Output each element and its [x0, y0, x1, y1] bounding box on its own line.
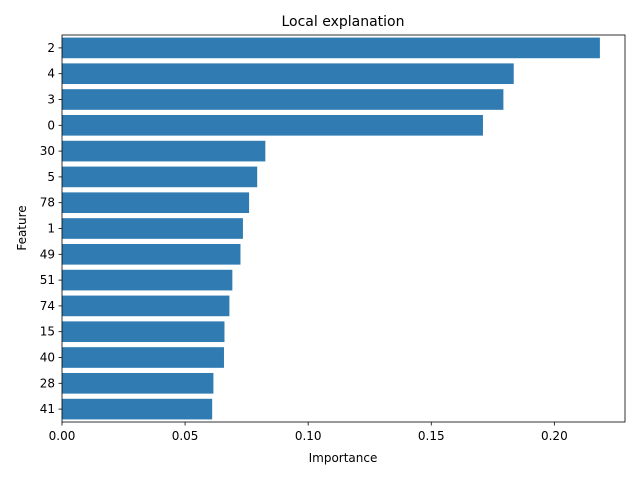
y-tick-label: 1 — [47, 222, 55, 236]
y-tick-label: 30 — [40, 144, 55, 158]
bar-feature-74 — [62, 295, 230, 317]
bar-feature-2 — [62, 37, 600, 59]
plot-frame — [61, 34, 626, 423]
bar-feature-41 — [62, 398, 213, 420]
y-tick-label: 40 — [40, 351, 55, 365]
bar-feature-15 — [62, 321, 225, 343]
bar-feature-51 — [62, 269, 233, 291]
y-axis-label: Feature — [15, 205, 29, 250]
y-tick-label: 2 — [47, 41, 55, 55]
y-tick-label: 49 — [40, 247, 55, 261]
y-tick-label: 78 — [40, 196, 55, 210]
x-tick-label: 0.05 — [172, 429, 199, 443]
x-tick-label: 0.10 — [295, 429, 322, 443]
x-axis-label: Importance — [309, 451, 378, 465]
bar-feature-4 — [62, 63, 514, 85]
bar-feature-1 — [62, 218, 243, 239]
y-tick-label: 41 — [40, 402, 55, 416]
chart-title: Local explanation — [281, 14, 404, 30]
bar-feature-3 — [62, 89, 504, 110]
bar-feature-78 — [62, 192, 250, 214]
bar-feature-5 — [62, 166, 258, 188]
y-tick-label: 15 — [40, 325, 55, 339]
bar-feature-0 — [62, 114, 483, 136]
x-ticks-group: 0.00 0.05 0.10 0.15 0.20 — [49, 422, 568, 443]
y-tick-label: 3 — [47, 93, 55, 107]
y-tick-label: 51 — [40, 273, 55, 287]
x-tick-label: 0.20 — [541, 429, 568, 443]
bar-feature-30 — [62, 140, 266, 162]
x-tick-label: 0.15 — [418, 429, 445, 443]
bar-feature-40 — [62, 347, 224, 368]
y-tick-label: 5 — [47, 170, 55, 184]
y-tick-label: 0 — [47, 118, 55, 132]
y-tick-label: 28 — [40, 376, 55, 390]
bar-feature-49 — [62, 243, 241, 265]
bars-group — [62, 37, 600, 420]
y-tick-label: 74 — [40, 299, 55, 313]
bar-feature-28 — [62, 372, 214, 394]
y-tick-label: 4 — [47, 67, 55, 81]
x-tick-label: 0.00 — [49, 429, 76, 443]
